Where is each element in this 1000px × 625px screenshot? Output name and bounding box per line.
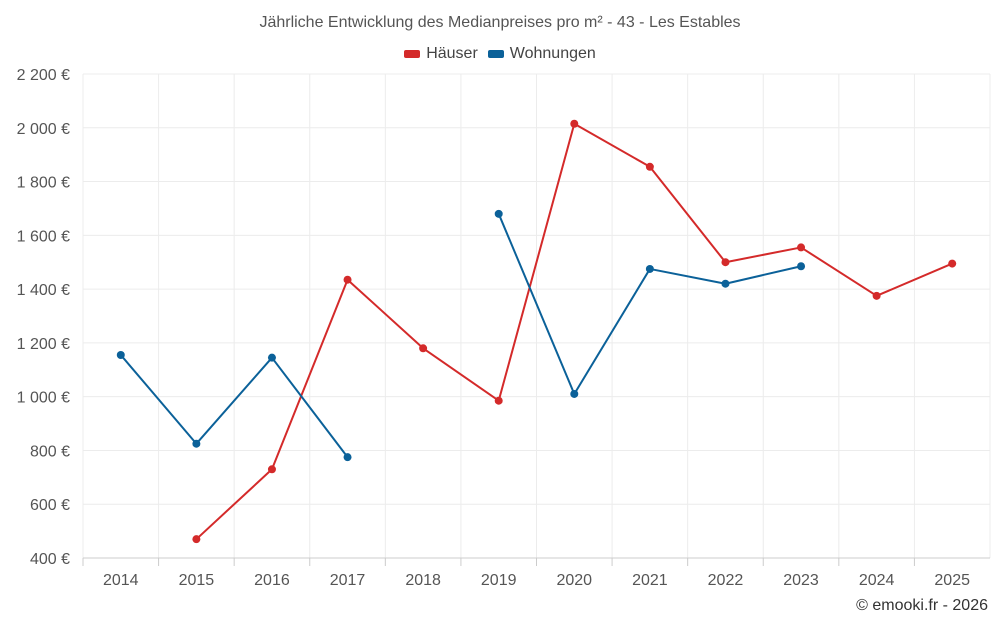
y-tick-label: 2 200 € (17, 67, 70, 84)
y-tick-label: 800 € (30, 443, 70, 460)
legend-label-wohnungen: Wohnungen (509, 45, 596, 62)
x-tick-label: 2021 (632, 572, 668, 589)
x-tick-label: 2023 (783, 572, 819, 589)
data-point-wohnungen (267, 353, 276, 362)
data-point-wohnungen (797, 262, 806, 271)
x-tick-label: 2020 (556, 572, 592, 589)
data-point-hauser (645, 162, 654, 171)
x-tick-label: 2025 (934, 572, 970, 589)
x-tick-label: 2016 (254, 572, 290, 589)
legend: Häuser Wohnungen (0, 45, 1000, 63)
data-point-hauser (419, 344, 428, 353)
x-tick-label: 2019 (481, 572, 517, 589)
data-point-wohnungen (192, 439, 201, 448)
data-point-hauser (494, 396, 503, 405)
chart-title: Jährliche Entwicklung des Medianpreises … (259, 14, 741, 31)
y-tick-label: 1 600 € (17, 228, 70, 245)
x-tick-label: 2018 (405, 572, 441, 589)
series-line-wohnungen (119, 353, 349, 459)
x-tick-label: 2022 (708, 572, 744, 589)
data-point-wohnungen (570, 389, 579, 398)
data-point-hauser (948, 259, 957, 268)
y-tick-label: 600 € (30, 497, 70, 514)
series-line-wohnungen (497, 212, 803, 395)
data-point-wohnungen (721, 279, 730, 288)
y-tick-label: 1 400 € (17, 282, 70, 299)
legend-swatch-hauser (404, 50, 421, 58)
legend-label-hauser: Häuser (426, 45, 478, 62)
data-point-hauser (797, 243, 806, 252)
credit-text: © emooki.fr - 2026 (856, 597, 988, 614)
data-point-wohnungen (494, 209, 503, 218)
y-tick-label: 2 000 € (17, 121, 70, 138)
data-point-hauser (192, 535, 201, 544)
y-tick-label: 1 000 € (17, 390, 70, 407)
data-point-hauser (343, 275, 352, 284)
y-tick-label: 1 200 € (17, 336, 70, 353)
x-tick-label: 2015 (179, 572, 215, 589)
data-point-hauser (721, 258, 730, 267)
x-tick-label: 2017 (330, 572, 366, 589)
data-point-hauser (267, 465, 276, 474)
legend-item-hauser[interactable]: Häuser (404, 45, 478, 63)
data-point-wohnungen (116, 350, 125, 359)
y-tick-label: 400 € (30, 551, 70, 568)
data-point-hauser (872, 291, 881, 300)
y-tick-label: 1 800 € (17, 175, 70, 192)
x-tick-label: 2014 (103, 572, 139, 589)
data-point-wohnungen (343, 453, 352, 462)
data-point-hauser (570, 119, 579, 128)
legend-item-wohnungen[interactable]: Wohnungen (487, 45, 596, 63)
data-point-wohnungen (645, 264, 654, 273)
legend-swatch-wohnungen (487, 50, 504, 58)
x-tick-label: 2024 (859, 572, 895, 589)
